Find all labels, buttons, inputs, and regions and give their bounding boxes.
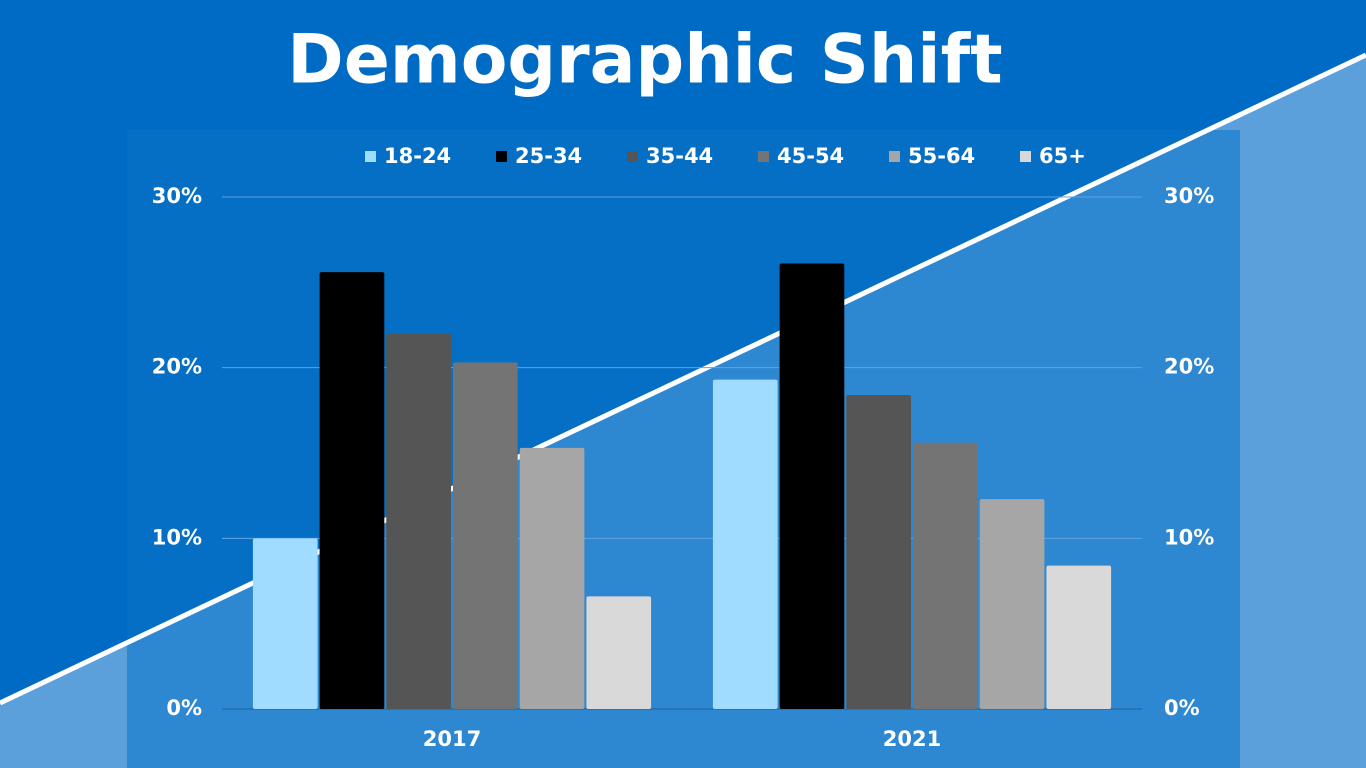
- y-tick-label: 10%: [152, 525, 202, 549]
- bar: [453, 362, 518, 709]
- chart-title: Demographic Shift: [287, 21, 1002, 100]
- bar: [913, 442, 978, 709]
- bar: [1046, 565, 1112, 709]
- legend-label: 65+: [1039, 144, 1086, 168]
- bar: [252, 538, 318, 709]
- legend-swatch: [889, 151, 900, 162]
- legend-label: 18-24: [384, 144, 451, 168]
- legend-swatch: [1020, 151, 1031, 162]
- y-tick-label: 0%: [166, 696, 202, 720]
- legend-swatch: [365, 151, 376, 162]
- y2-tick-label: 10%: [1164, 525, 1214, 549]
- legend-label: 25-34: [515, 144, 582, 168]
- y2-tick-label: 0%: [1164, 696, 1200, 720]
- bar: [319, 272, 385, 709]
- bar: [712, 379, 778, 709]
- y-tick-label: 20%: [152, 355, 202, 379]
- bar: [846, 394, 911, 709]
- diagonal-line: [0, 52, 1366, 706]
- bar: [979, 499, 1045, 709]
- x-tick-label: 2017: [423, 727, 481, 751]
- legend-label: 35-44: [646, 144, 713, 168]
- bar: [519, 447, 585, 709]
- legend-swatch: [627, 151, 638, 162]
- bar: [779, 263, 845, 709]
- y2-tick-label: 20%: [1164, 355, 1214, 379]
- bar: [386, 333, 451, 709]
- legend-swatch: [496, 151, 507, 162]
- y-tick-label: 30%: [152, 184, 202, 208]
- legend-label: 45-54: [777, 144, 844, 168]
- x-tick-label: 2021: [883, 727, 941, 751]
- legend-label: 55-64: [908, 144, 975, 168]
- bar: [586, 596, 652, 709]
- y2-tick-label: 30%: [1164, 184, 1214, 208]
- legend-swatch: [758, 151, 769, 162]
